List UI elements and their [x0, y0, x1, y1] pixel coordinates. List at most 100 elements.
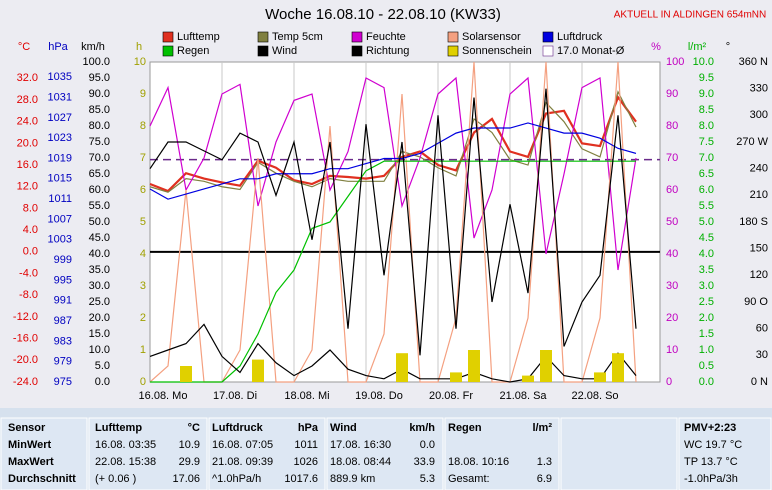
y-tick-label: 90 O — [744, 296, 768, 308]
y-tick-label: 7.5 — [699, 136, 714, 148]
table-column — [0, 417, 88, 490]
table-cell: 6.9 — [537, 473, 552, 485]
y-tick-label: 95.0 — [89, 72, 110, 84]
sunshine-bar — [540, 350, 552, 382]
y-tick-label: 1019 — [48, 152, 72, 164]
legend-label: Sonnenschein — [462, 45, 532, 57]
sunshine-bar — [396, 353, 408, 382]
y-tick-label: -16.0 — [13, 333, 38, 345]
y-tick-label: 0 — [140, 376, 146, 388]
y-tick-label: 65.0 — [89, 168, 110, 180]
y-tick-label: 5.5 — [699, 200, 714, 212]
y-tick-label: 45.0 — [89, 232, 110, 244]
y-tick-label: 120 — [750, 269, 768, 281]
y-tick-label: 1011 — [48, 193, 72, 205]
y-tick-label: 15.0 — [89, 328, 110, 340]
y-tick-label: 30 — [756, 349, 768, 361]
sunshine-bar — [450, 372, 462, 382]
y-tick-label: 20.0 — [89, 312, 110, 324]
y-tick-label: 90 — [666, 88, 678, 100]
legend-swatch — [447, 45, 459, 57]
table-cell: 21.08. 09:39 — [212, 456, 273, 468]
axis-title: l/m² — [688, 41, 707, 53]
y-tick-label: 6.5 — [699, 168, 714, 180]
table-cell: ^1.0hPa/h — [212, 473, 261, 485]
y-tick-label: 0.5 — [699, 360, 714, 372]
legend-swatch — [542, 45, 554, 57]
series-line — [149, 88, 637, 356]
table-cell: Gesamt: — [448, 473, 490, 485]
y-tick-label: 987 — [54, 315, 72, 327]
y-tick-label: 9 — [140, 88, 146, 100]
plot-area — [149, 61, 661, 383]
y-tick-label: -4.0 — [19, 267, 38, 279]
y-tick-label: 12.0 — [17, 181, 38, 193]
y-tick-label: 30 — [666, 280, 678, 292]
y-tick-label: 999 — [54, 254, 72, 266]
y-tick-label: 300 — [750, 109, 768, 121]
legend-swatch — [351, 45, 363, 57]
table-cell: 17.08. 16:30 — [330, 439, 391, 451]
x-tick-label: 20.08. Fr — [429, 390, 473, 402]
y-tick-label: 10 — [666, 344, 678, 356]
y-tick-label: 991 — [54, 295, 72, 307]
table-cell: 1017.6 — [284, 473, 318, 485]
y-tick-label: 150 — [750, 243, 768, 255]
y-tick-label: 100 — [666, 56, 684, 68]
table-cell: 16.08. 07:05 — [212, 439, 273, 451]
y-tick-label: 1007 — [48, 213, 72, 225]
y-tick-label: 975 — [54, 376, 72, 388]
y-tick-label: 7.0 — [699, 152, 714, 164]
y-tick-label: 1 — [140, 344, 146, 356]
y-tick-label: 2 — [140, 312, 146, 324]
table-column — [326, 417, 444, 490]
y-tick-label: 85.0 — [89, 104, 110, 116]
table-cell: 29.9 — [179, 456, 200, 468]
y-tick-label: 240 — [750, 163, 768, 175]
table-row-label: MinWert — [8, 439, 52, 451]
legend-label: Richtung — [366, 45, 409, 57]
y-tick-label: 360 N — [739, 56, 768, 68]
y-tick-label: -20.0 — [13, 354, 38, 366]
sunshine-bar — [468, 350, 480, 382]
table-header: Regen — [448, 422, 482, 434]
chart-title: Woche 16.08.10 - 22.08.10 (KW33) — [265, 6, 501, 23]
y-tick-label: 8.0 — [23, 202, 38, 214]
y-tick-label: 10 — [134, 56, 146, 68]
y-tick-label: 60.0 — [89, 184, 110, 196]
table-column — [560, 417, 678, 490]
y-tick-label: 983 — [54, 335, 72, 347]
y-tick-label: 4.0 — [23, 224, 38, 236]
legend-label: 17.0 Monat-Ø — [557, 45, 625, 57]
sunshine-bar — [522, 375, 534, 382]
y-tick-label: -12.0 — [13, 311, 38, 323]
table-header: PMV+2:23 — [684, 422, 736, 434]
y-tick-label: 270 W — [736, 136, 768, 148]
legend-label: Regen — [177, 45, 209, 57]
y-tick-label: -8.0 — [19, 289, 38, 301]
legend-label: Lufttemp — [177, 31, 220, 43]
y-tick-label: 0 — [666, 376, 672, 388]
y-tick-label: 180 S — [739, 216, 768, 228]
y-tick-label: 90.0 — [89, 88, 110, 100]
y-tick-label: 100.0 — [82, 56, 110, 68]
y-tick-label: 9.0 — [699, 88, 714, 100]
table-cell: (+ 0.06 ) — [95, 473, 136, 485]
legend-swatch — [447, 31, 459, 43]
y-tick-label: 1003 — [48, 234, 72, 246]
y-tick-label: 6 — [140, 184, 146, 196]
sunshine-bar — [612, 353, 624, 382]
y-tick-label: 3.5 — [699, 264, 714, 276]
chart-subtitle: AKTUELL IN ALDINGEN 654mNN — [614, 10, 766, 21]
y-tick-label: 70 — [666, 152, 678, 164]
y-tick-label: 16.0 — [17, 159, 38, 171]
y-tick-label: 50.0 — [89, 216, 110, 228]
legend-swatch — [351, 31, 363, 43]
table-cell: -1.0hPa/3h — [684, 473, 738, 485]
axis-title: °C — [18, 41, 30, 53]
y-tick-label: 20 — [666, 312, 678, 324]
table-row-label: MaxWert — [8, 456, 54, 468]
y-tick-label: 979 — [54, 356, 72, 368]
